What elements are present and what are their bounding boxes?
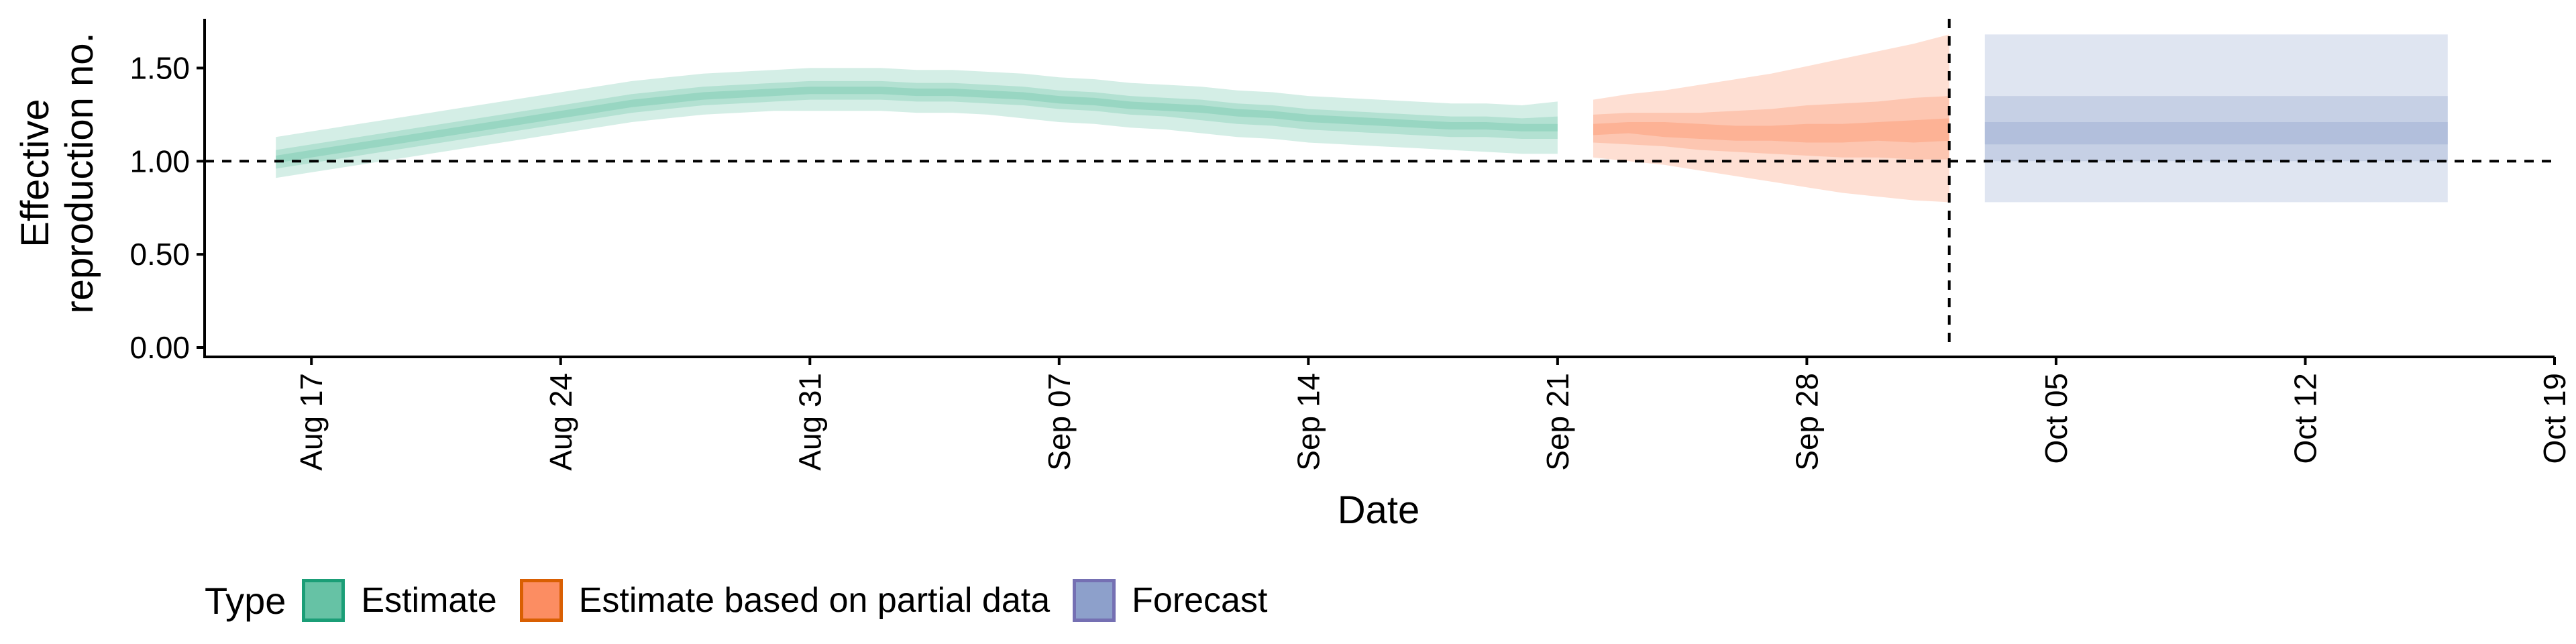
x-tick-label: Oct 12 bbox=[2288, 373, 2323, 464]
uncertainty-bands bbox=[276, 34, 2448, 203]
x-axis-label: Date bbox=[1338, 488, 1420, 532]
x-tick-label: Sep 07 bbox=[1042, 373, 1077, 471]
estimate-based-on-partial-data-band-20 bbox=[1593, 118, 1949, 143]
legend-key-estimate bbox=[302, 579, 345, 622]
y-tick-label: 1.00 bbox=[129, 144, 190, 178]
y-axis-label-line2: reproduction no. bbox=[58, 32, 101, 313]
y-axis-label-line1: Effective bbox=[13, 99, 57, 247]
legend-key-forecast bbox=[1073, 579, 1116, 622]
legend-item-estimate: Estimate bbox=[302, 579, 497, 622]
estimate-based-on-partial-data-band-90 bbox=[1593, 34, 1949, 203]
x-tick-label: Sep 14 bbox=[1291, 373, 1326, 471]
x-tick-label: Oct 19 bbox=[2537, 373, 2572, 464]
legend: Type Estimate Estimate based on partial … bbox=[205, 576, 1290, 625]
legend-item-forecast: Forecast bbox=[1073, 579, 1267, 622]
y-tick-label: 1.50 bbox=[129, 50, 190, 85]
estimate-band-50 bbox=[276, 80, 1558, 169]
reference-lines bbox=[205, 19, 2555, 347]
legend-label-forecast: Forecast bbox=[1132, 581, 1268, 620]
y-tick-label: 0.00 bbox=[129, 330, 190, 365]
x-tick-label: Aug 31 bbox=[792, 373, 827, 471]
y-tick-label: 0.50 bbox=[129, 237, 190, 272]
x-tick-label: Sep 21 bbox=[1540, 373, 1575, 471]
legend-key-partial bbox=[519, 579, 563, 622]
x-tick-label: Oct 05 bbox=[2039, 373, 2074, 464]
estimate-based-on-partial-data-band-50 bbox=[1593, 96, 1949, 160]
legend-label-partial: Estimate based on partial data bbox=[578, 581, 1051, 620]
x-tick-label: Aug 17 bbox=[294, 373, 329, 471]
legend-title: Type bbox=[205, 579, 286, 622]
rt-chart: 0.00 0.50 1.00 1.50 Aug 17 Aug 24 Aug 31 Sep 07… bbox=[13, 19, 2572, 532]
x-tick-label: Aug 24 bbox=[543, 373, 578, 471]
forecast-band-50 bbox=[1984, 96, 2448, 162]
x-tick-label: Sep 28 bbox=[1789, 373, 1824, 471]
forecast-band-90 bbox=[1984, 34, 2448, 203]
estimate-band-20 bbox=[276, 87, 1558, 164]
forecast-band-20 bbox=[1984, 122, 2448, 145]
legend-label-estimate: Estimate bbox=[361, 581, 497, 620]
legend-item-partial: Estimate based on partial data bbox=[519, 579, 1051, 622]
axes: 0.00 0.50 1.00 1.50 Aug 17 Aug 24 Aug 31 Sep 07… bbox=[129, 19, 2572, 471]
estimate-band-90 bbox=[276, 68, 1558, 178]
